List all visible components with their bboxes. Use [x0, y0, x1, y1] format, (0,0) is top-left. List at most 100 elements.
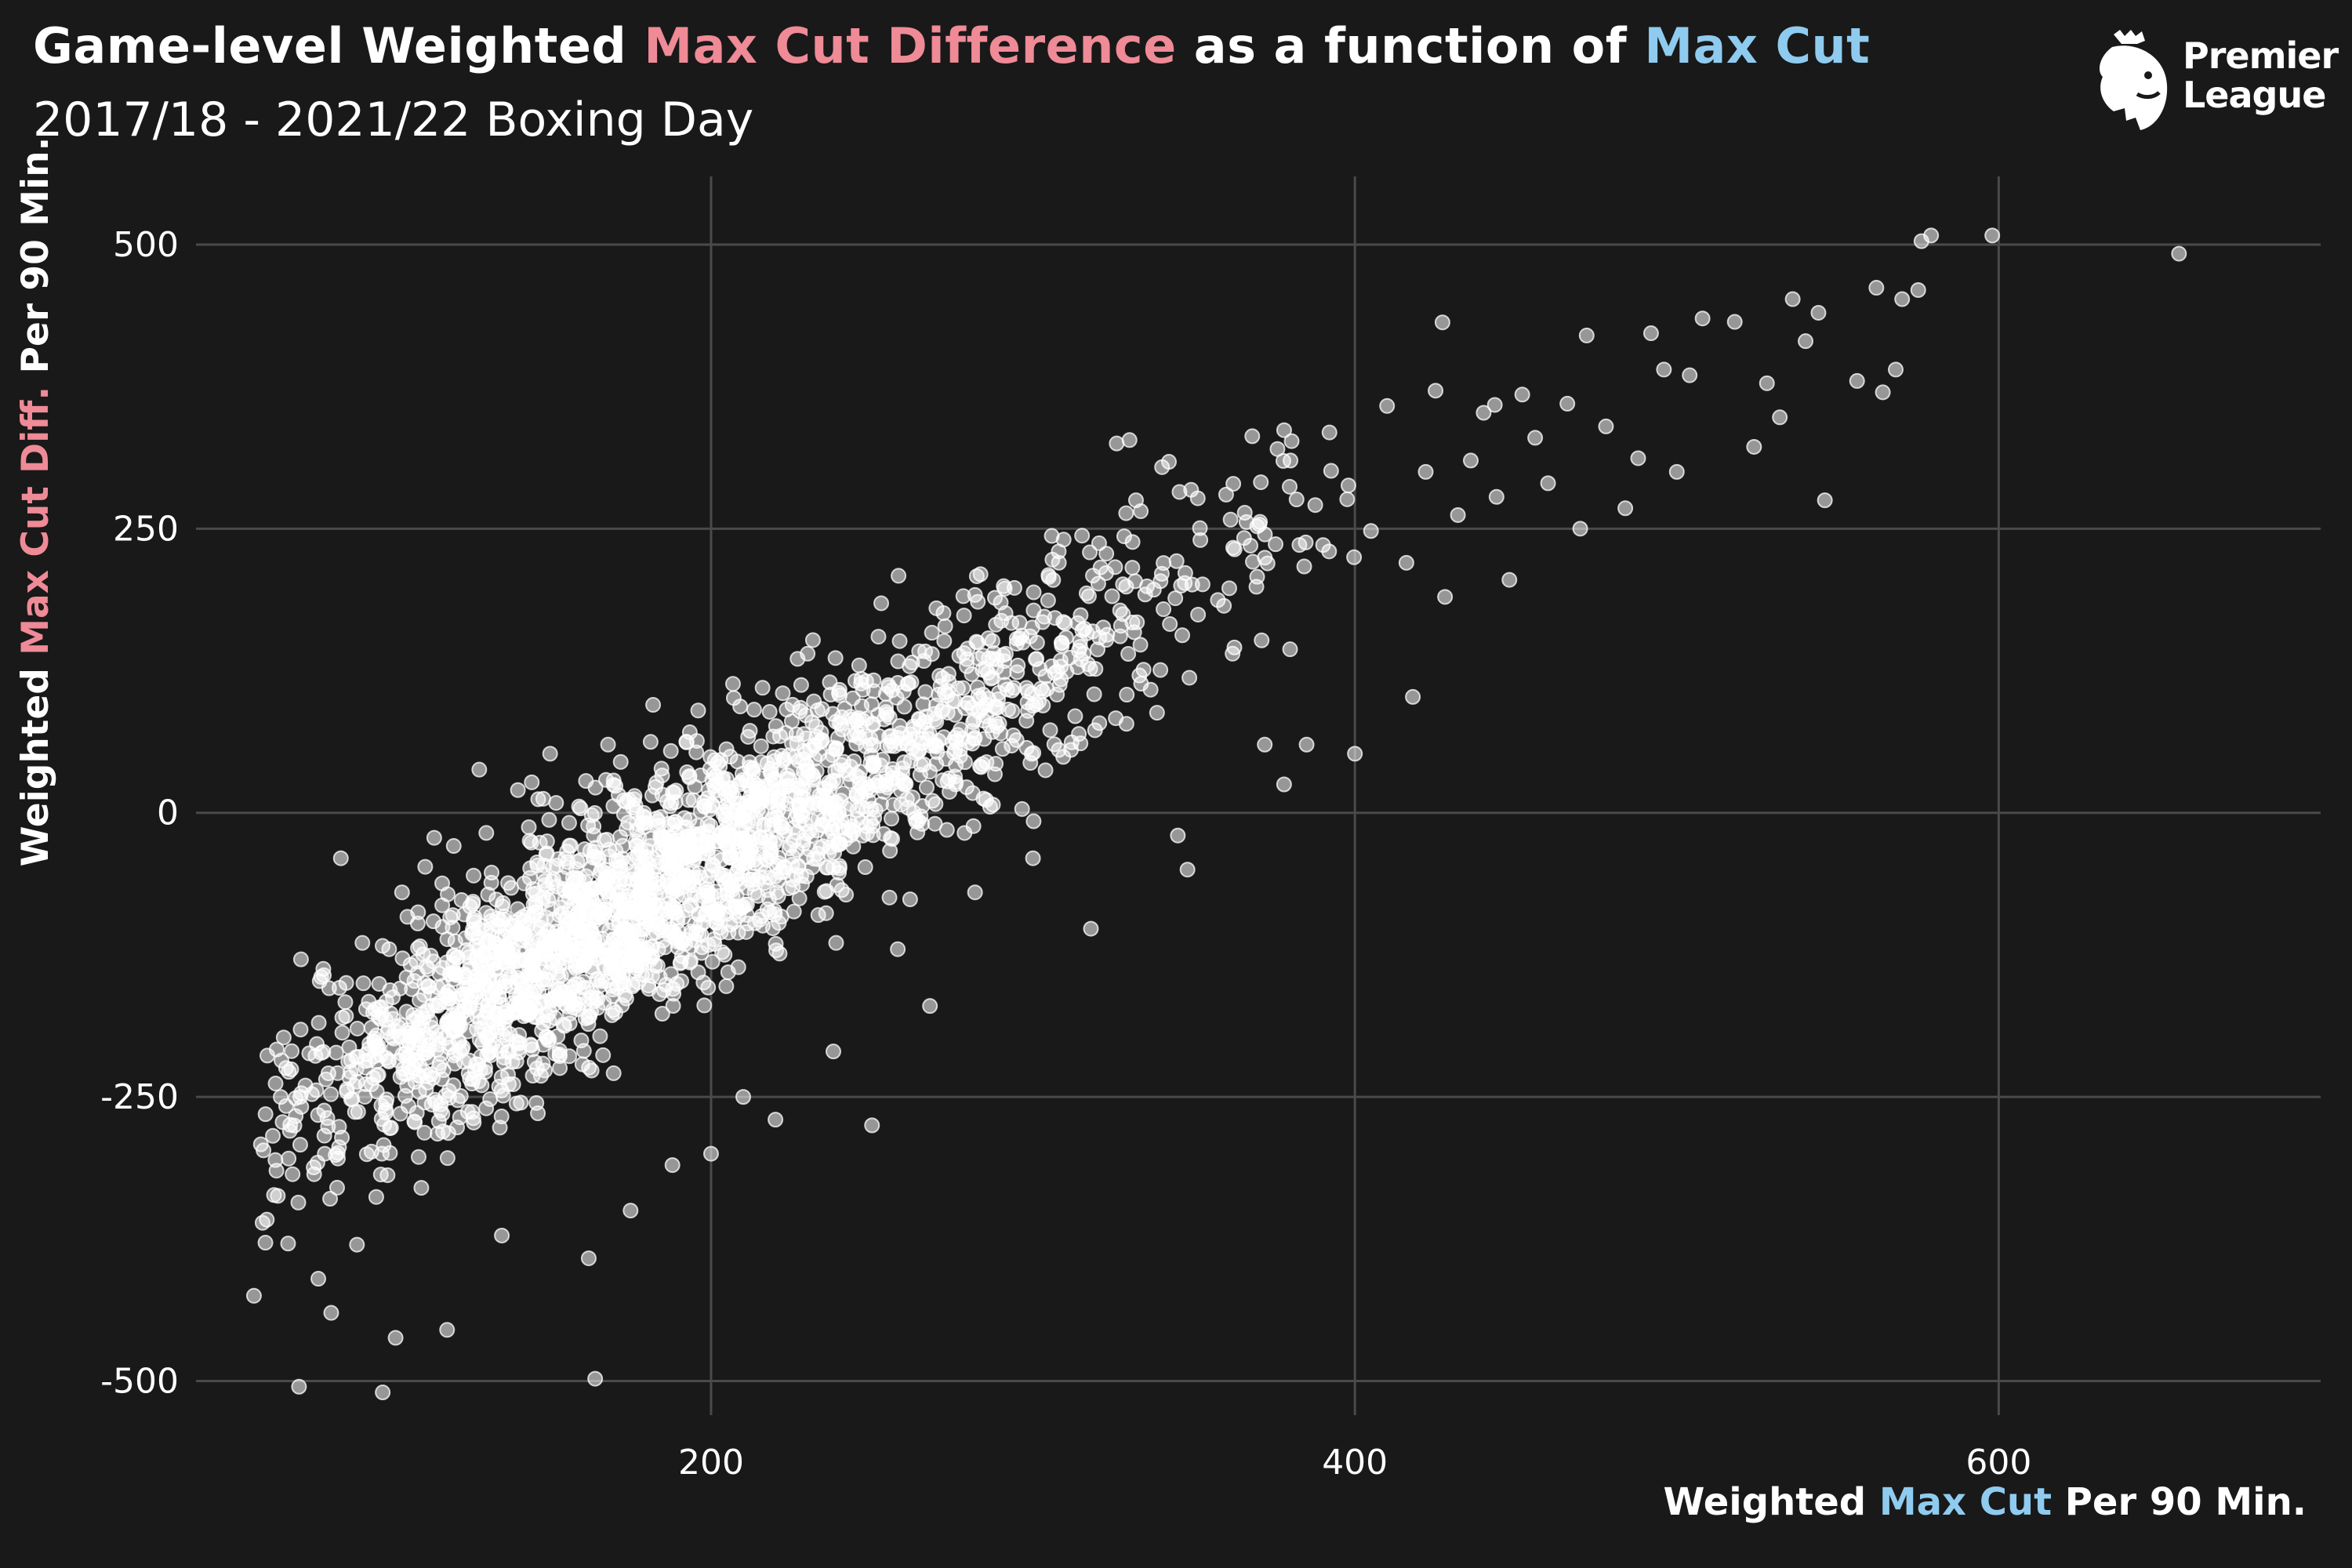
scatter-point: [595, 1047, 612, 1063]
scatter-point: [733, 811, 750, 827]
scatter-point: [1798, 333, 1814, 350]
scatter-point: [445, 838, 462, 855]
scatter-point: [390, 1018, 406, 1035]
scatter-point: [615, 837, 631, 854]
scatter-point: [1179, 862, 1196, 878]
scatter-point: [1630, 450, 1646, 466]
scatter-point: [735, 771, 751, 788]
scatter-point: [971, 651, 987, 667]
scatter-point: [561, 1048, 578, 1065]
scatter-point: [1049, 686, 1065, 702]
scatter-point: [1156, 601, 1172, 618]
scatter-point: [696, 797, 713, 814]
scatter-point: [937, 618, 953, 634]
scatter-point: [568, 918, 584, 935]
scatter-point: [767, 806, 783, 822]
scatter-point: [1218, 486, 1234, 503]
scatter-point: [571, 871, 587, 887]
scatter-point: [245, 1287, 262, 1304]
scatter-point: [645, 697, 662, 713]
scatter-point: [833, 716, 849, 732]
scatter-point: [922, 998, 938, 1014]
scatter-point: [334, 1025, 350, 1041]
scatter-point: [764, 775, 780, 792]
y-tick-label: 0: [157, 793, 179, 833]
scatter-point: [690, 702, 706, 719]
scatter-point: [740, 728, 757, 745]
scatter-point: [468, 951, 485, 967]
scatter-point: [426, 829, 442, 846]
scatter-point: [753, 804, 770, 820]
scatter-point: [525, 896, 542, 913]
scatter-point: [595, 957, 612, 974]
scatter-point: [592, 906, 608, 922]
scatter-point: [670, 939, 686, 956]
scatter-point: [375, 1385, 391, 1401]
scatter-point: [1112, 602, 1128, 619]
scatter-point: [873, 595, 890, 612]
scatter-point: [301, 1045, 318, 1062]
scatter-point: [1283, 433, 1300, 449]
scatter-point: [1450, 506, 1466, 523]
scatter-point: [1132, 637, 1149, 653]
scatter-point: [1028, 696, 1044, 713]
scatter-point: [775, 864, 792, 880]
scatter-point: [649, 880, 666, 896]
scatter-point: [557, 883, 573, 899]
scatter-point: [1137, 586, 1153, 603]
scatter-point: [290, 1194, 307, 1210]
y-tick-label: -500: [100, 1362, 179, 1402]
scatter-point: [1190, 606, 1207, 622]
scatter-point: [636, 818, 652, 835]
scatter-point: [530, 791, 546, 808]
scatter-point: [522, 1036, 539, 1053]
scatter-point: [670, 839, 686, 855]
scatter-point: [722, 845, 739, 862]
scatter-point: [284, 1043, 300, 1059]
scatter-point: [426, 1091, 443, 1108]
scatter-point: [551, 907, 568, 924]
scatter-point: [996, 677, 1013, 693]
scatter-point: [465, 895, 481, 912]
scatter-point: [529, 1009, 546, 1025]
scatter-point: [1153, 565, 1170, 582]
scatter-point: [1923, 227, 1940, 244]
scatter-point: [827, 650, 844, 666]
scatter-point: [891, 717, 908, 734]
scatter-point: [851, 657, 867, 673]
scatter-point: [746, 702, 762, 718]
scatter-point: [768, 942, 785, 959]
scatter-point: [476, 1022, 492, 1039]
scatter-point: [909, 824, 926, 840]
scatter-point: [499, 1031, 515, 1047]
scatter-point: [686, 932, 702, 949]
scatter-point: [669, 824, 685, 840]
scatter-point: [996, 580, 1013, 597]
scatter-point: [678, 734, 695, 750]
scatter-point: [612, 859, 629, 876]
scatter-point: [1033, 681, 1049, 697]
scatter-point: [357, 1088, 373, 1105]
scatter-point: [1340, 477, 1356, 494]
scatter-point: [439, 1322, 456, 1338]
scatter-point: [833, 882, 850, 898]
premier-league-lion-icon: [2100, 30, 2168, 130]
scatter-point: [1875, 384, 1891, 401]
scatter-point: [1868, 280, 1885, 296]
scatter-point: [1099, 626, 1116, 643]
scatter-point: [620, 815, 637, 831]
scatter-point: [864, 1117, 880, 1134]
scatter-point: [428, 1031, 445, 1047]
premier-league-logo: Premier League: [2090, 30, 2339, 140]
scatter-point: [1759, 375, 1775, 391]
scatter-point: [605, 772, 622, 789]
scatter-point: [890, 941, 906, 957]
scatter-point: [759, 901, 775, 917]
data-points: [245, 227, 2187, 1401]
scatter-point: [865, 758, 881, 775]
scatter-point: [843, 773, 859, 789]
scatter-point: [849, 724, 866, 741]
scatter-point: [906, 804, 922, 821]
scatter-point: [1090, 575, 1106, 592]
title-part: Game-level Weighted: [33, 17, 644, 74]
